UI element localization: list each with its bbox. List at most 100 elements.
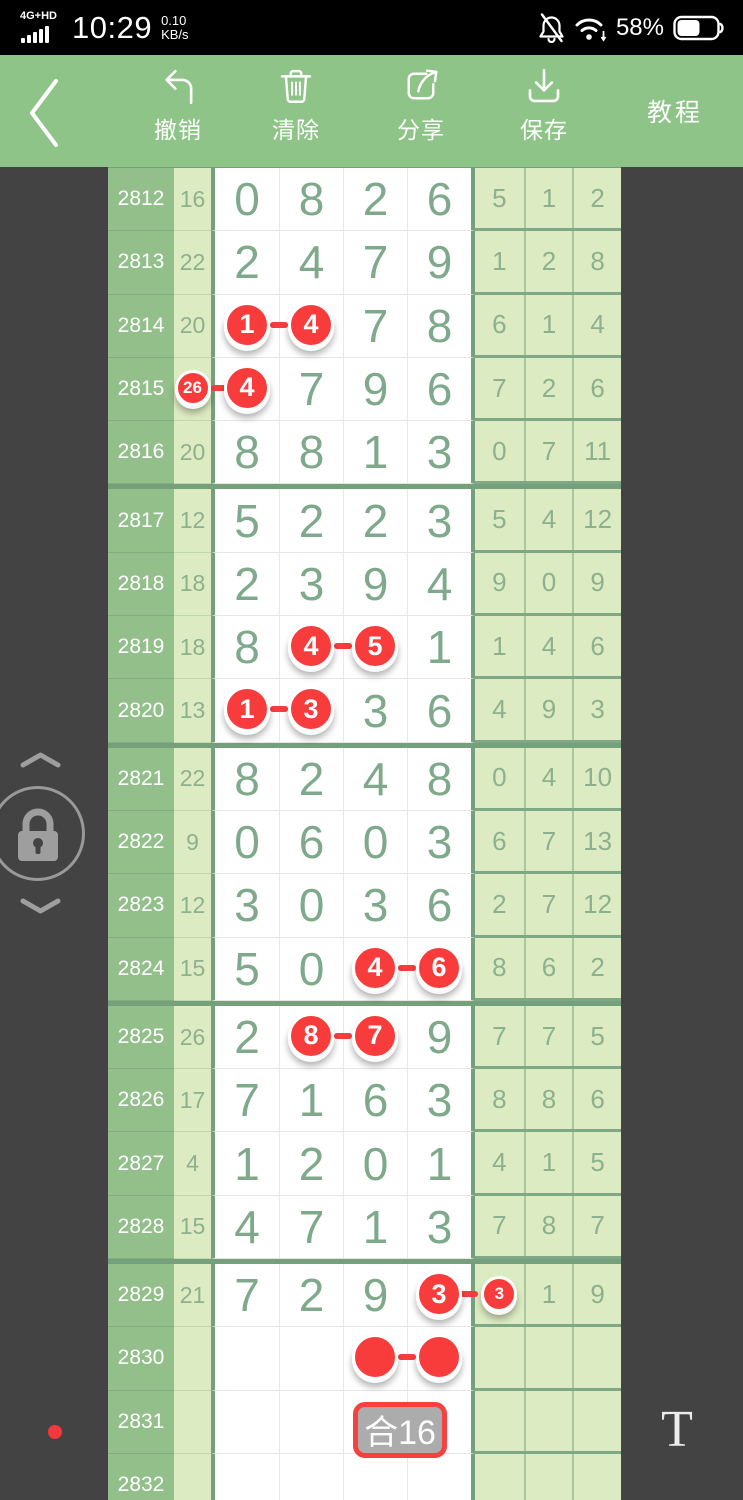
digit-cell[interactable]: 2 xyxy=(343,168,407,231)
sum-badge[interactable]: 合16 xyxy=(353,1401,447,1458)
sum-cell[interactable]: 15 xyxy=(174,937,211,1001)
digit-cell[interactable]: 0 xyxy=(279,937,343,1000)
marker-circle[interactable]: 3 xyxy=(481,1276,518,1313)
marker-circle[interactable]: 4 xyxy=(352,944,398,991)
extra-cell[interactable]: 8 xyxy=(492,1083,507,1114)
digit-cell[interactable]: 3 xyxy=(234,879,260,932)
digit-cell[interactable]: 6 xyxy=(343,1069,407,1132)
extra-cell[interactable]: 12 xyxy=(572,489,621,550)
marker-circle[interactable]: 7 xyxy=(352,1012,398,1059)
digit-cell[interactable]: 9 xyxy=(407,1005,471,1069)
digit-cell[interactable]: 2 xyxy=(279,489,343,552)
digit-cell[interactable]: 4 xyxy=(234,1200,260,1253)
extra-cell[interactable]: 5 xyxy=(492,504,507,535)
digit-cell[interactable]: 2 xyxy=(279,1264,343,1327)
extra-cell[interactable]: 6 xyxy=(523,937,573,998)
extra-cell[interactable] xyxy=(523,1327,573,1388)
digit-cell[interactable]: 7 xyxy=(343,231,407,294)
extra-cell[interactable]: 7 xyxy=(523,421,573,482)
digit-cell[interactable]: 2 xyxy=(279,1132,343,1195)
marker-circle[interactable] xyxy=(416,1334,462,1381)
digit-cell[interactable]: 0 xyxy=(343,1132,407,1195)
extra-cell[interactable]: 6 xyxy=(572,1069,621,1130)
sum-cell[interactable]: 16 xyxy=(174,168,211,232)
extra-cell[interactable]: 2 xyxy=(523,231,573,292)
lock-button[interactable] xyxy=(0,786,85,881)
extra-cell[interactable]: 4 xyxy=(492,694,507,725)
digit-cell[interactable]: 2 xyxy=(234,236,260,289)
extra-cell[interactable] xyxy=(572,1453,621,1500)
extra-cell[interactable] xyxy=(523,1453,573,1500)
extra-cell[interactable]: 2 xyxy=(572,168,621,229)
digit-cell[interactable]: 1 xyxy=(234,1137,260,1190)
extra-cell[interactable]: 1 xyxy=(523,1264,573,1325)
sum-cell[interactable] xyxy=(174,1390,211,1454)
digit-cell[interactable]: 3 xyxy=(407,1195,471,1259)
digit-cell[interactable]: 7 xyxy=(279,1195,343,1259)
extra-cell[interactable]: 7 xyxy=(492,372,507,403)
extra-cell[interactable]: 2 xyxy=(492,888,507,919)
extra-cell[interactable] xyxy=(475,1391,524,1451)
digit-cell[interactable] xyxy=(215,1391,279,1453)
extra-cell[interactable] xyxy=(572,1390,621,1451)
digit-cell[interactable]: 2 xyxy=(234,1011,260,1063)
digit-cell[interactable] xyxy=(407,1453,471,1500)
extra-cell[interactable]: 1 xyxy=(523,294,573,355)
digit-cell[interactable] xyxy=(343,1327,407,1390)
digit-cell[interactable]: 2 xyxy=(279,747,343,810)
sum-cell[interactable]: 18 xyxy=(174,616,211,680)
digit-cell[interactable]: 3 xyxy=(407,1069,471,1132)
digit-cell[interactable]: 8 xyxy=(279,421,343,484)
extra-cell[interactable]: 11 xyxy=(572,421,621,482)
extra-cell[interactable] xyxy=(523,1390,573,1451)
digit-cell[interactable]: 8 xyxy=(234,426,260,479)
digit-cell[interactable] xyxy=(279,1327,343,1390)
marker-circle[interactable]: 4 xyxy=(288,623,334,670)
digit-cell[interactable]: 4 xyxy=(407,552,471,616)
extra-cell[interactable]: 7 xyxy=(523,1005,573,1067)
digit-cell[interactable]: 3 xyxy=(407,810,471,874)
digit-cell[interactable]: 0 xyxy=(234,173,260,226)
extra-cell[interactable]: 9 xyxy=(572,552,621,614)
digit-cell[interactable]: 3 xyxy=(279,552,343,616)
sum-cell[interactable]: 20 xyxy=(174,421,211,485)
extra-cell[interactable]: 4 xyxy=(523,489,573,550)
sum-cell[interactable]: 26 xyxy=(174,1005,211,1070)
extra-cell[interactable]: 3 xyxy=(572,679,621,740)
extra-cell[interactable]: 10 xyxy=(572,747,621,808)
extra-cell[interactable]: 4 xyxy=(572,294,621,355)
digit-cell[interactable]: 2 xyxy=(343,489,407,552)
extra-cell[interactable]: 12 xyxy=(572,874,621,935)
digit-cell[interactable] xyxy=(343,1390,407,1453)
extra-cell[interactable]: 6 xyxy=(492,825,507,856)
extra-cell[interactable]: 7 xyxy=(523,874,573,935)
sum-cell[interactable]: 17 xyxy=(174,1069,211,1133)
extra-cell[interactable]: 8 xyxy=(572,231,621,292)
extra-cell[interactable]: 5 xyxy=(492,182,507,213)
digit-cell[interactable] xyxy=(343,1453,407,1500)
marker-circle[interactable]: 4 xyxy=(224,364,270,411)
digit-cell[interactable]: 4 xyxy=(343,747,407,810)
digit-cell[interactable]: 1 xyxy=(343,421,407,484)
digit-cell[interactable] xyxy=(279,1390,343,1453)
extra-cell[interactable]: 2 xyxy=(572,937,621,998)
digit-cell[interactable]: 9 xyxy=(407,231,471,294)
extra-cell[interactable]: 5 xyxy=(572,1132,621,1193)
extra-cell[interactable]: 5 xyxy=(572,1005,621,1067)
marker-circle[interactable]: 5 xyxy=(352,623,398,670)
extra-cell[interactable]: 0 xyxy=(523,552,573,614)
digit-cell[interactable]: 3 xyxy=(407,421,471,484)
sum-cell[interactable] xyxy=(174,1453,211,1500)
extra-cell[interactable] xyxy=(475,1327,524,1387)
marker-circle[interactable]: 26 xyxy=(174,369,211,406)
digit-cell[interactable]: 8 xyxy=(407,747,471,810)
extra-cell[interactable]: 7 xyxy=(492,1020,507,1051)
digit-cell[interactable]: 8 xyxy=(407,294,471,357)
marker-circle[interactable]: 8 xyxy=(288,1012,334,1059)
digit-cell[interactable]: 1 xyxy=(343,1195,407,1259)
extra-cell[interactable]: 1 xyxy=(523,168,573,229)
extra-cell[interactable]: 4 xyxy=(523,747,573,808)
extra-cell[interactable] xyxy=(572,1327,621,1388)
digit-cell[interactable]: 6 xyxy=(407,357,471,421)
extra-cell[interactable]: 13 xyxy=(572,810,621,872)
